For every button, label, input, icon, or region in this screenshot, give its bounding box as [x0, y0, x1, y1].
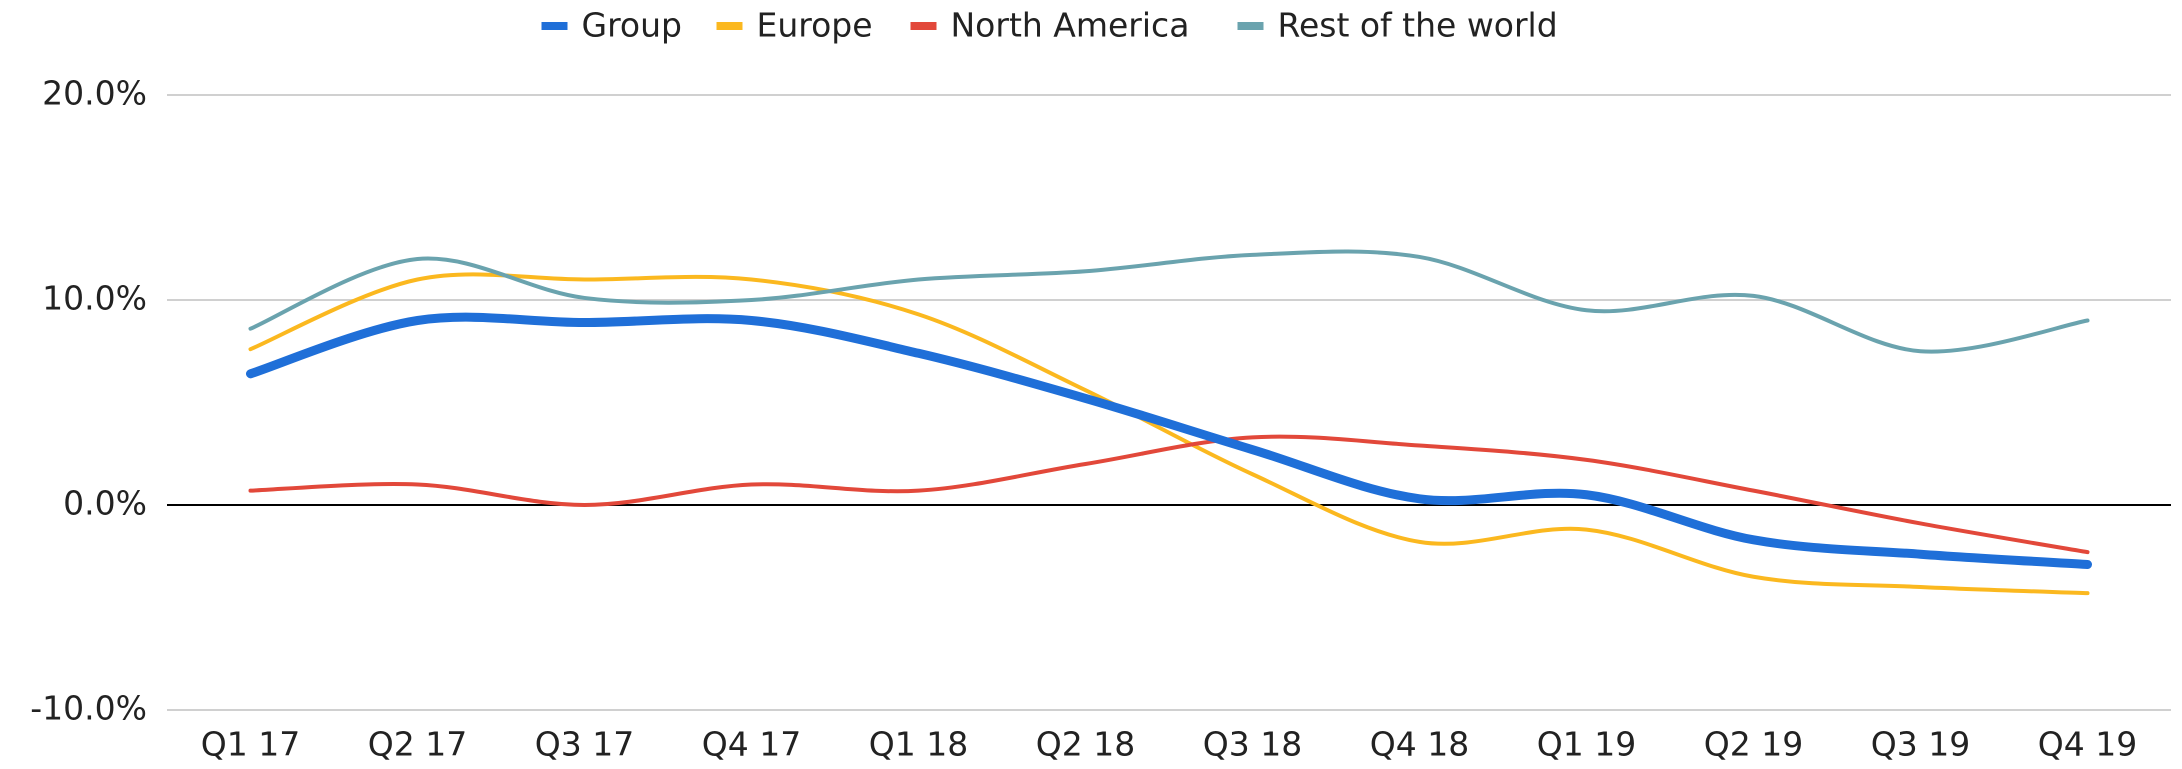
legend-label: Group [582, 6, 682, 45]
legend-swatch [1237, 22, 1264, 30]
legend-label: North America [951, 6, 1190, 45]
legend-swatch [910, 22, 937, 30]
x-tick-label: Q4 17 [702, 725, 801, 764]
x-tick-label: Q4 18 [1370, 725, 1469, 764]
x-tick-label: Q3 18 [1203, 725, 1302, 764]
x-tick-label: Q1 18 [869, 725, 968, 764]
y-tick-label: -10.0% [30, 689, 147, 728]
x-tick-label: Q3 19 [1871, 725, 1970, 764]
x-tick-label: Q2 17 [368, 725, 467, 764]
y-tick-label: 10.0% [42, 279, 147, 318]
y-tick-label: 20.0% [42, 74, 147, 113]
legend-label: Europe [757, 6, 873, 45]
x-tick-label: Q1 17 [201, 725, 300, 764]
y-tick-label: 0.0% [63, 484, 147, 523]
series-line [248, 272, 2090, 596]
x-tick-label: Q1 19 [1537, 725, 1636, 764]
series-line [248, 434, 2090, 555]
x-tick-label: Q2 18 [1036, 725, 1135, 764]
x-tick-label: Q3 17 [535, 725, 634, 764]
series-line [246, 312, 2092, 569]
series-line [248, 249, 2090, 354]
x-tick-label: Q4 19 [2038, 725, 2137, 764]
legend-swatch [541, 22, 568, 30]
legend-swatch [716, 22, 743, 30]
legend-label: Rest of the world [1278, 6, 1558, 45]
x-tick-label: Q2 19 [1704, 725, 1803, 764]
